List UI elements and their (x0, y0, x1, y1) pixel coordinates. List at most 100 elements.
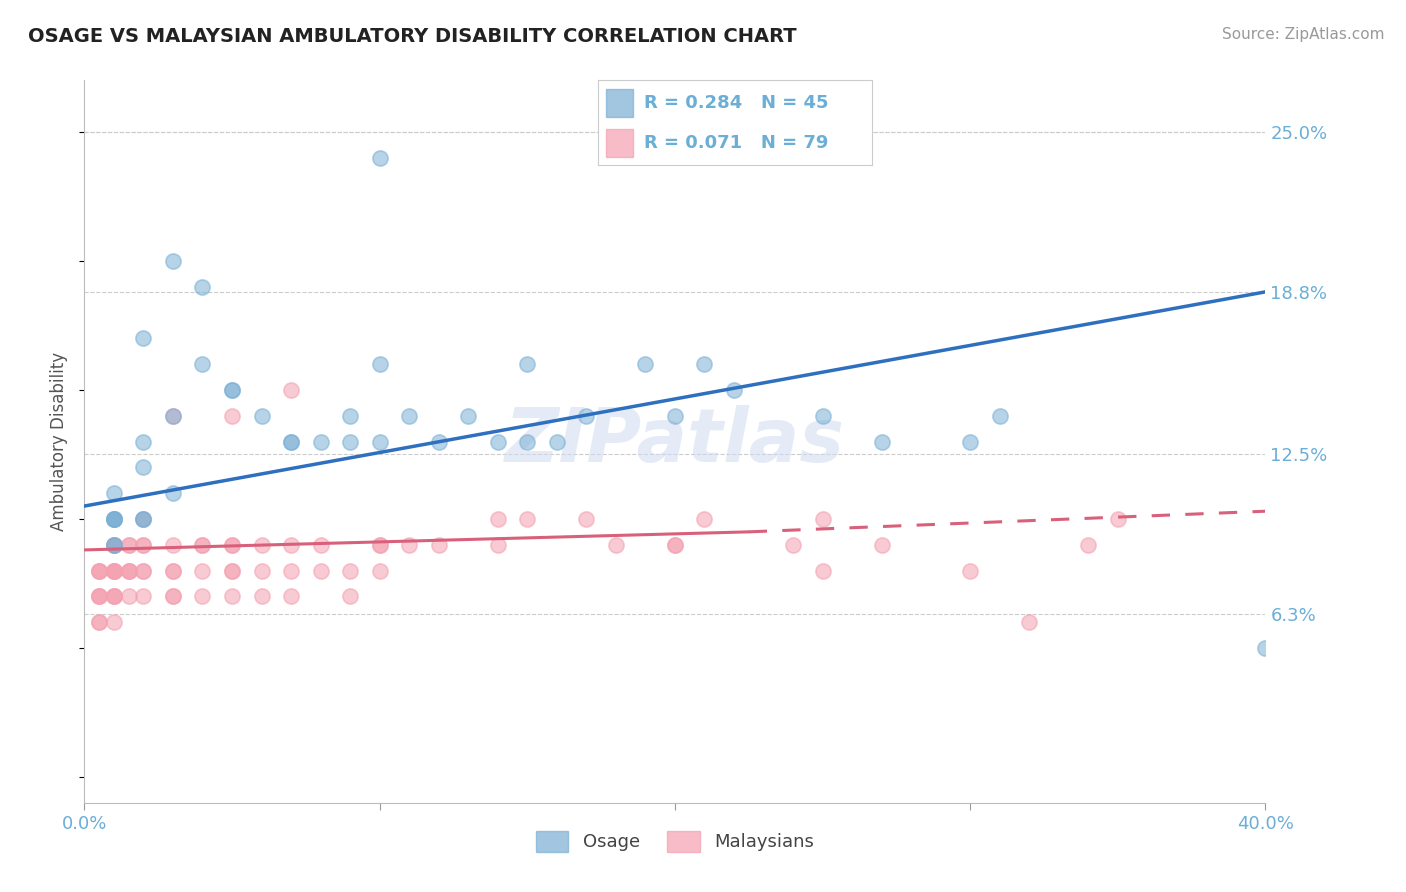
Point (634, 357, 657, 371)
Point (870, 434, 893, 449)
Point (132, 512, 155, 526)
Point (339, 564, 361, 578)
Point (546, 434, 568, 449)
Point (87, 590, 111, 604)
Point (280, 383, 302, 397)
Point (103, 615, 125, 630)
Point (1077, 538, 1099, 552)
Point (132, 564, 155, 578)
Text: ZIPatlas: ZIPatlas (505, 405, 845, 478)
Point (368, 538, 391, 552)
Point (87, 590, 111, 604)
Point (339, 409, 361, 423)
Point (162, 590, 184, 604)
Point (221, 538, 243, 552)
Point (103, 590, 125, 604)
Point (280, 564, 302, 578)
Point (221, 590, 243, 604)
Point (959, 564, 981, 578)
Point (87, 615, 111, 630)
Point (87, 590, 111, 604)
Point (132, 538, 155, 552)
Point (280, 590, 302, 604)
Point (280, 434, 302, 449)
Point (103, 512, 125, 526)
Point (221, 383, 243, 397)
Point (132, 331, 155, 345)
Legend: Osage, Malaysians: Osage, Malaysians (529, 823, 821, 859)
Point (191, 564, 214, 578)
Point (132, 512, 155, 526)
Point (132, 460, 155, 475)
Point (162, 538, 184, 552)
Point (191, 279, 214, 293)
Text: OSAGE VS MALAYSIAN AMBULATORY DISABILITY CORRELATION CHART: OSAGE VS MALAYSIAN AMBULATORY DISABILITY… (28, 27, 797, 45)
Point (811, 564, 834, 578)
Point (1018, 615, 1040, 630)
Point (339, 590, 361, 604)
Point (103, 564, 125, 578)
Point (87, 564, 111, 578)
Point (575, 409, 598, 423)
Point (118, 564, 141, 578)
Point (103, 538, 125, 552)
Point (811, 409, 834, 423)
Point (664, 409, 686, 423)
Point (103, 512, 125, 526)
Point (516, 512, 538, 526)
Point (87, 564, 111, 578)
Point (339, 434, 361, 449)
Point (988, 409, 1011, 423)
Point (221, 383, 243, 397)
Point (486, 434, 509, 449)
Point (309, 538, 332, 552)
Point (309, 434, 332, 449)
Point (457, 409, 479, 423)
Point (191, 538, 214, 552)
Point (664, 538, 686, 552)
Point (427, 538, 450, 552)
Bar (606, 89, 633, 117)
Point (280, 538, 302, 552)
Point (250, 564, 273, 578)
Point (427, 434, 450, 449)
Point (191, 357, 214, 371)
Text: R = 0.071   N = 79: R = 0.071 N = 79 (644, 134, 828, 152)
Point (162, 564, 184, 578)
Point (103, 512, 125, 526)
Point (516, 434, 538, 449)
Point (250, 538, 273, 552)
Point (103, 538, 125, 552)
Point (250, 590, 273, 604)
Point (398, 409, 420, 423)
Point (605, 538, 627, 552)
Point (103, 564, 125, 578)
Point (221, 564, 243, 578)
Point (486, 512, 509, 526)
Point (103, 538, 125, 552)
Point (118, 590, 141, 604)
Point (398, 538, 420, 552)
Point (959, 434, 981, 449)
Point (132, 538, 155, 552)
Point (118, 538, 141, 552)
Point (811, 512, 834, 526)
Point (103, 590, 125, 604)
Point (103, 564, 125, 578)
Point (250, 409, 273, 423)
Point (162, 254, 184, 268)
Point (191, 590, 214, 604)
Point (368, 538, 391, 552)
Point (693, 512, 716, 526)
Point (309, 564, 332, 578)
Point (162, 486, 184, 500)
Point (103, 486, 125, 500)
Point (221, 538, 243, 552)
Bar (606, 128, 633, 157)
Point (221, 409, 243, 423)
Point (162, 409, 184, 423)
Point (368, 564, 391, 578)
Point (162, 409, 184, 423)
Point (191, 538, 214, 552)
Point (132, 512, 155, 526)
